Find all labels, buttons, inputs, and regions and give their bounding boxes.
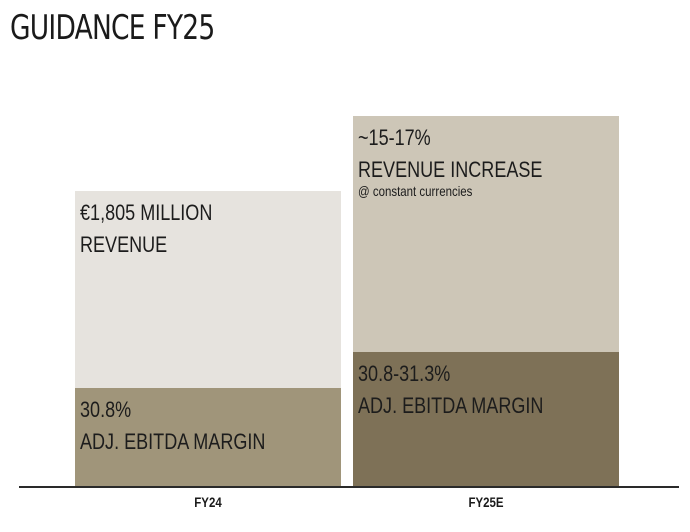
data-label-value: 30.8-31.3% [358,361,451,386]
data-label-caption: ADJ. EBITDA MARGIN [80,429,266,454]
bar-segment-label: €1,805 MILLION REVENUE [80,197,212,261]
data-label-caption: REVENUE INCREASE [358,157,543,182]
x-axis-baseline [19,486,679,488]
bar-segment-fy24-revenue: €1,805 MILLION REVENUE [75,191,341,388]
bar-segment-fy25e-revenue: ~15-17% REVENUE INCREASE @ constant curren… [353,116,619,352]
bar-segment-fy25e-ebitda: 30.8-31.3% ADJ. EBITDA MARGIN [353,352,619,487]
x-tick-label: FY25E [468,494,504,510]
bar-segment-label: ~15-17% REVENUE INCREASE @ constant curren… [358,122,542,198]
data-label-value: ~15-17% [358,125,431,150]
bar-segment-label: 30.8% ADJ. EBITDA MARGIN [80,394,265,458]
data-label-note: @ constant currencies [358,183,473,199]
data-label-value: €1,805 MILLION [80,200,213,225]
data-label-caption: ADJ. EBITDA MARGIN [358,393,544,418]
page-title: GUIDANCE FY25 [10,8,215,48]
x-tick-label: FY24 [194,494,222,510]
bar-segment-label: 30.8-31.3% ADJ. EBITDA MARGIN [358,358,543,422]
bar-segment-fy24-ebitda: 30.8% ADJ. EBITDA MARGIN [75,388,341,487]
data-label-caption: REVENUE [80,232,168,257]
data-label-value: 30.8% [80,397,132,422]
